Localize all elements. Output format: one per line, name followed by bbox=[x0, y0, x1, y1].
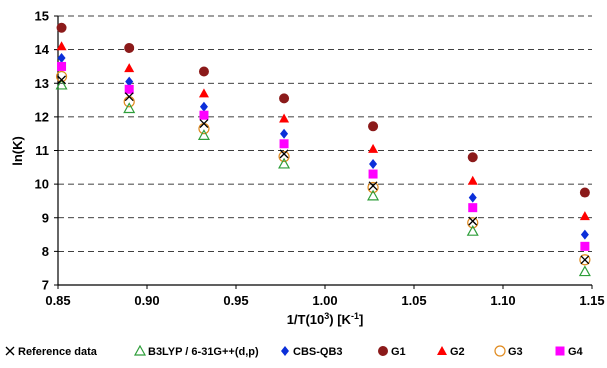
data-point-g2 bbox=[368, 143, 379, 153]
legend-label: G1 bbox=[391, 346, 406, 358]
y-tick-label: 9 bbox=[42, 210, 49, 225]
y-tick-label: 11 bbox=[35, 143, 49, 158]
legend-marker-g2 bbox=[437, 346, 447, 355]
y-tick-label: 10 bbox=[35, 177, 49, 192]
x-axis-title: 1/T(103) [K-1] bbox=[287, 311, 364, 327]
legend-marker-g3 bbox=[494, 345, 506, 357]
x-tick-label: 1.10 bbox=[490, 293, 515, 308]
legend-marker-b3lyp-6-31g-d-p bbox=[133, 344, 147, 356]
legend: Reference data B3LYP / 6-31G++(d,p) CBS-QB… bbox=[5, 344, 584, 358]
data-point-b3lyp-6-31g-d-p bbox=[278, 157, 291, 169]
data-point-g3 bbox=[579, 254, 591, 266]
data-point-b3lyp-6-31g-d-p bbox=[197, 129, 210, 140]
data-point-g4 bbox=[124, 84, 134, 94]
data-point-reference-data bbox=[368, 181, 378, 191]
data-point-cbs-qb3 bbox=[369, 158, 378, 169]
legend-marker-reference-data bbox=[5, 346, 15, 356]
x-tick-label: 1.05 bbox=[401, 293, 426, 308]
legend-marker-g1 bbox=[378, 346, 388, 356]
data-point-g1 bbox=[198, 66, 209, 77]
legend-item-cbs-qb3: CBS-QB3 bbox=[281, 346, 343, 358]
data-point-g2 bbox=[124, 63, 135, 73]
y-tick-label: 12 bbox=[35, 109, 49, 124]
y-tick-label: 14 bbox=[35, 42, 50, 57]
legend-item-g3: G3 bbox=[494, 345, 523, 358]
data-point-g3 bbox=[198, 123, 210, 135]
data-point-g3 bbox=[123, 96, 135, 108]
legend-label: G2 bbox=[450, 346, 465, 358]
legend-label: B3LYP / 6-31G++(d,p) bbox=[148, 346, 259, 358]
axis-ticks: 7 8 9 10 11 12 13 14 15 0.85 0.90 0.95 1.00 1.05 1.10 1… bbox=[35, 9, 605, 309]
data-point-cbs-qb3 bbox=[199, 101, 208, 112]
y-tick-label: 13 bbox=[35, 76, 49, 91]
data-point-g1 bbox=[579, 187, 590, 198]
data-point-b3lyp-6-31g-d-p bbox=[578, 265, 591, 277]
data-point-cbs-qb3 bbox=[57, 53, 66, 64]
data-point-b3lyp-6-31g-d-p bbox=[123, 102, 136, 114]
x-tick-label: 1.15 bbox=[579, 293, 604, 308]
data-point-reference-data bbox=[57, 75, 67, 85]
x-tick-label: 1.00 bbox=[312, 293, 337, 308]
data-point-cbs-qb3 bbox=[125, 76, 134, 87]
data-point-g3 bbox=[278, 150, 290, 163]
grid-lines bbox=[58, 15, 592, 252]
y-axis-title: ln(K) bbox=[10, 136, 25, 166]
data-point-g1 bbox=[368, 121, 379, 132]
data-point-cbs-qb3 bbox=[280, 128, 289, 139]
data-point-g1 bbox=[279, 93, 290, 104]
data-point-reference-data bbox=[279, 149, 289, 159]
legend-marker-cbs-qb3 bbox=[281, 346, 289, 356]
data-point-g2 bbox=[467, 175, 478, 185]
data-point-cbs-qb3 bbox=[580, 229, 589, 240]
data-point-reference-data bbox=[199, 119, 209, 129]
legend-item-g4: G4 bbox=[555, 346, 584, 358]
data-points bbox=[55, 22, 591, 277]
legend-marker-g4 bbox=[555, 346, 565, 356]
legend-item-g1: G1 bbox=[378, 346, 406, 358]
y-tick-label: 8 bbox=[42, 244, 49, 259]
data-point-g1 bbox=[467, 152, 478, 163]
y-tick-label: 7 bbox=[42, 278, 49, 293]
data-point-g4 bbox=[199, 110, 209, 120]
data-point-reference-data bbox=[580, 255, 590, 265]
legend-label: CBS-QB3 bbox=[293, 346, 343, 358]
legend-label: G3 bbox=[508, 346, 523, 358]
data-point-cbs-qb3 bbox=[468, 192, 477, 203]
data-point-g3 bbox=[467, 217, 479, 229]
legend-item-g2: G2 bbox=[437, 346, 465, 358]
legend-item-b3lyp-6-31g-d-p: B3LYP / 6-31G++(d,p) bbox=[133, 344, 259, 358]
data-point-reference-data bbox=[124, 92, 134, 102]
data-point-g2 bbox=[198, 88, 209, 98]
data-point-b3lyp-6-31g-d-p bbox=[466, 224, 479, 236]
data-point-g2 bbox=[56, 41, 67, 51]
data-point-g2 bbox=[279, 113, 290, 123]
legend-label: G4 bbox=[568, 346, 584, 358]
data-point-g2 bbox=[579, 211, 590, 221]
data-point-b3lyp-6-31g-d-p bbox=[367, 189, 380, 201]
data-point-b3lyp-6-31g-d-p bbox=[55, 78, 68, 90]
data-point-g4 bbox=[468, 203, 478, 213]
legend-label: Reference data bbox=[18, 346, 98, 358]
data-point-g4 bbox=[57, 61, 67, 71]
data-point-g4 bbox=[580, 241, 590, 251]
x-tick-label: 0.90 bbox=[134, 293, 159, 308]
data-point-g1 bbox=[124, 42, 135, 53]
data-point-g3 bbox=[367, 181, 379, 194]
data-point-g3 bbox=[55, 70, 68, 83]
data-point-g1 bbox=[56, 22, 67, 33]
data-point-reference-data bbox=[468, 216, 478, 226]
data-point-g4 bbox=[368, 169, 378, 179]
x-tick-label: 0.95 bbox=[223, 293, 248, 308]
x-tick-label: 0.85 bbox=[45, 293, 70, 308]
legend-item-reference-data: Reference data bbox=[5, 346, 98, 358]
data-point-g4 bbox=[279, 139, 289, 149]
y-tick-label: 15 bbox=[35, 9, 49, 24]
